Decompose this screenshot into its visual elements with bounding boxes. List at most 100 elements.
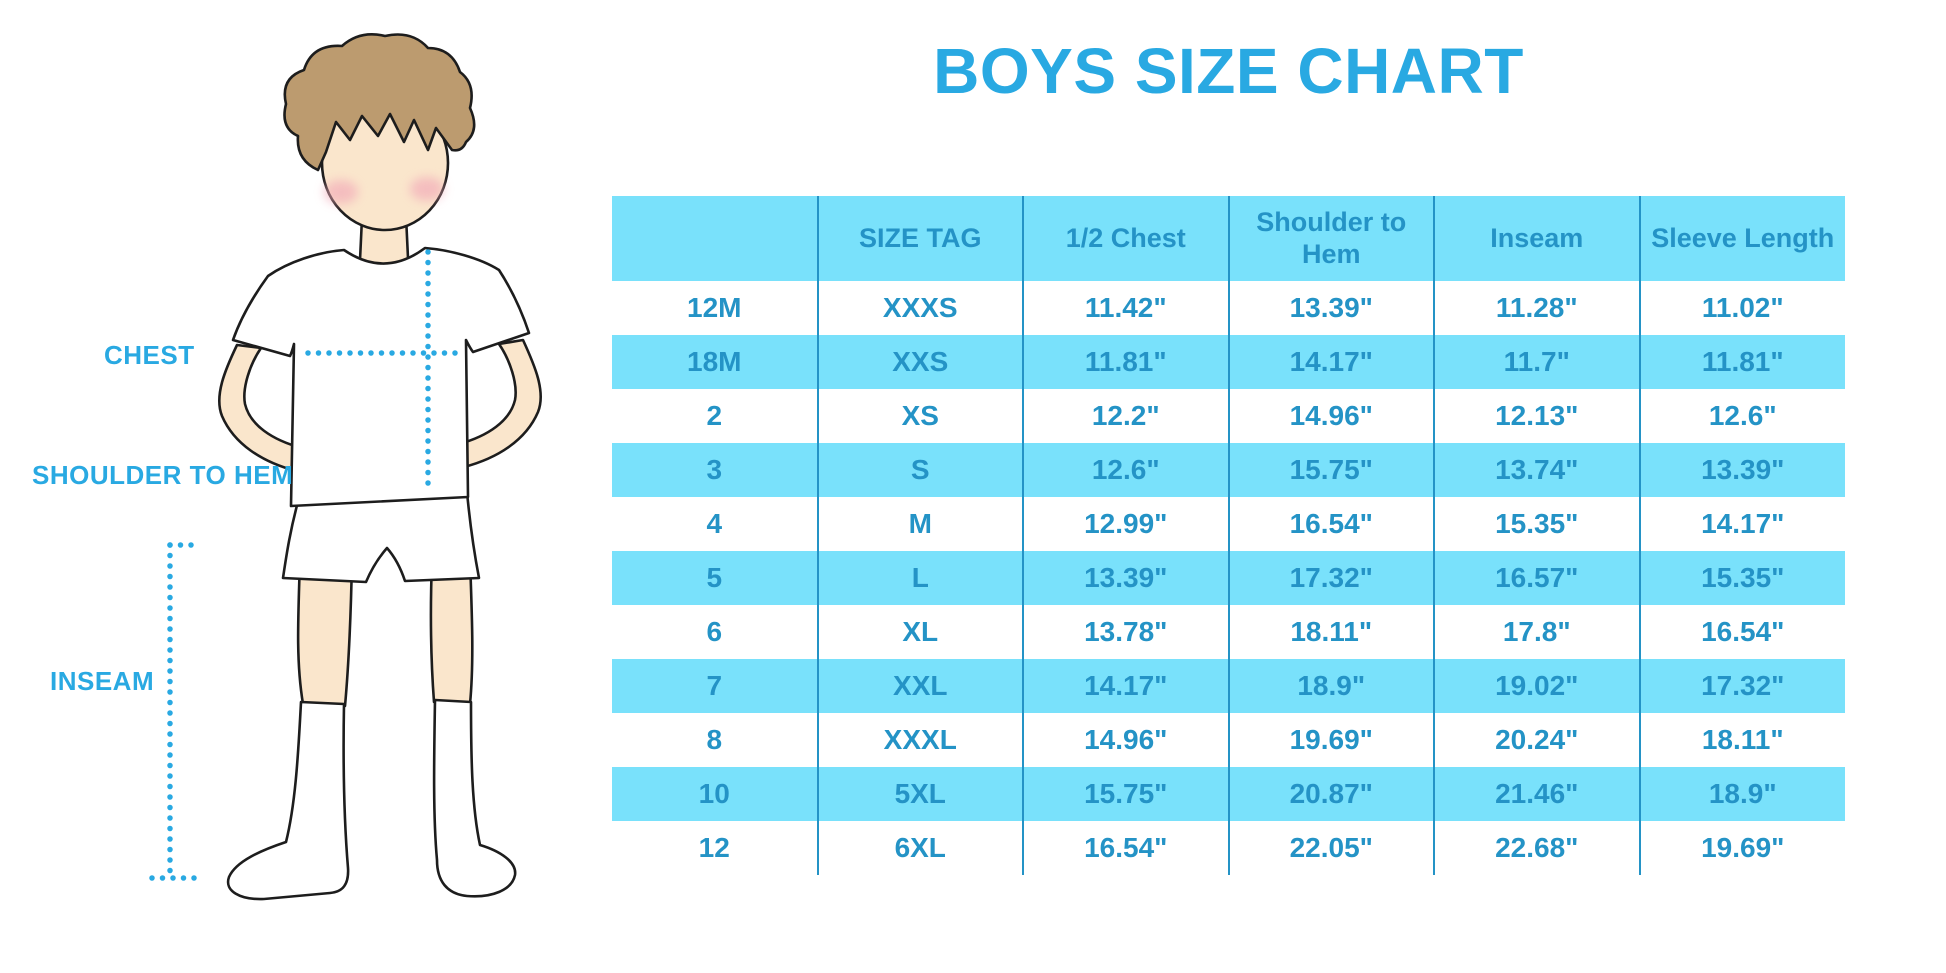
measurement-cell: 15.75" [1227, 443, 1434, 497]
size-cell: 12 [698, 832, 730, 863]
measurement-cell: 21.46" [1433, 767, 1640, 821]
column-header: Shoulder to Hem [1227, 196, 1434, 281]
measurement-cell: 13.39" [1227, 281, 1434, 335]
size-row: 8 XXXL 14.96" 19.69" 20.24" 18.11" [612, 713, 1845, 767]
size-cell: 10 [612, 767, 818, 821]
size-tag-cell: XXL [816, 659, 1023, 713]
size-cell: 6 [706, 616, 723, 647]
left-arm-shape [217, 343, 304, 473]
tshirt-shape [231, 246, 531, 508]
right-cheek-blush [410, 177, 444, 201]
measurement-cell: 19.02" [1433, 659, 1640, 713]
size-row: 7 XXL 14.17" 18.9" 19.02" 17.32" [612, 659, 1845, 713]
measurement-cell: 13.78" [1022, 605, 1229, 659]
measurement-cell: 11.7" [1433, 335, 1640, 389]
measurement-cell: 18.11" [1638, 713, 1845, 767]
measurement-cell: 14.17" [1022, 659, 1229, 713]
measurement-cell: 11.42" [1022, 281, 1229, 335]
measurement-cell: 14.96" [1022, 713, 1229, 767]
table-header: SIZE TAG 1/2 Chest Shoulder to Hem Inseam Sl… [612, 196, 1845, 281]
measurement-cell: 13.39" [1022, 551, 1229, 605]
table-body: 12M XXXS 11.42" 13.39" 11.28" 11.02" 18M XXS 11.… [612, 281, 1845, 875]
size-row: 18M XXS 11.81" 14.17" 11.7" 11.81" [612, 335, 1845, 389]
measurement-cell: 16.54" [1638, 605, 1845, 659]
measurement-cell: 16.54" [1022, 821, 1229, 875]
column-header: 1/2 Chest [1022, 196, 1229, 281]
measurement-cell: 11.28" [1433, 281, 1640, 335]
size-row: 6 XL 13.78" 18.11" 17.8" 16.54" [612, 605, 1845, 659]
measurement-cell: 13.39" [1638, 443, 1845, 497]
size-tag-cell: XXS [816, 335, 1023, 389]
measurement-cell: 16.57" [1433, 551, 1640, 605]
header-row: SIZE TAG 1/2 Chest Shoulder to Hem Inseam Sl… [612, 196, 1845, 281]
size-tag-cell: XXXS [816, 281, 1023, 335]
size-cell: 4 [706, 508, 723, 539]
right-arm-shape [457, 338, 543, 469]
size-row: 3 S 12.6" 15.75" 13.74" 13.39" [612, 443, 1845, 497]
measurement-cell: 13.74" [1433, 443, 1640, 497]
left-cheek-blush [324, 180, 358, 204]
shorts-shape [281, 490, 481, 584]
measurement-cell: 18.9" [1638, 767, 1845, 821]
measurement-cell: 17.32" [1227, 551, 1434, 605]
measurement-cell: 20.24" [1433, 713, 1640, 767]
measurement-cell: 14.17" [1638, 497, 1845, 551]
measurement-cell: 11.02" [1638, 281, 1845, 335]
measurement-cell: 22.68" [1433, 821, 1640, 875]
size-cell: 18M [612, 335, 818, 389]
column-header: SIZE TAG [816, 196, 1023, 281]
size-cell: 3 [612, 443, 818, 497]
size-tag-cell: XL [816, 605, 1023, 659]
right-leg-shape [429, 558, 474, 706]
size-row: 4 M 12.99" 16.54" 15.35" 14.17" [612, 497, 1845, 551]
size-tag-cell: 6XL [816, 821, 1023, 875]
size-cell: 7 [612, 659, 818, 713]
measurement-cell: 15.35" [1433, 497, 1640, 551]
chest-label: CHEST [104, 340, 195, 370]
measurement-cell: 15.75" [1022, 767, 1229, 821]
measurement-cell: 17.32" [1638, 659, 1845, 713]
measurement-cell: 17.8" [1433, 605, 1640, 659]
measurement-cell: 12.99" [1022, 497, 1229, 551]
column-header: Sleeve Length [1638, 196, 1845, 281]
size-cell: 8 [706, 724, 723, 755]
column-header-empty [612, 196, 818, 281]
size-cell: 5 [612, 551, 818, 605]
measurement-cell: 16.54" [1227, 497, 1434, 551]
measurement-cell: 18.11" [1227, 605, 1434, 659]
left-sock-shape [226, 700, 350, 901]
measurement-figure: CHEST SHOULDER TO HEM INSEAM [0, 0, 580, 973]
size-cell: 2 [706, 400, 723, 431]
measurement-cell: 15.35" [1638, 551, 1845, 605]
measurement-cell: 12.2" [1022, 389, 1229, 443]
measurement-cell: 19.69" [1638, 821, 1845, 875]
size-tag-cell: XXXL [816, 713, 1023, 767]
size-tag-cell: M [816, 497, 1023, 551]
size-row: 2 XS 12.2" 14.96" 12.13" 12.6" [612, 389, 1845, 443]
size-tag-cell: S [816, 443, 1023, 497]
measurement-cell: 12.6" [1022, 443, 1229, 497]
size-row: 10 5XL 15.75" 20.87" 21.46" 18.9" [612, 767, 1845, 821]
size-row: 5 L 13.39" 17.32" 16.57" 15.35" [612, 551, 1845, 605]
measurement-cell: 12.13" [1433, 389, 1640, 443]
boy-illustration [149, 33, 543, 901]
inseam-label: INSEAM [50, 666, 155, 696]
size-tag-cell: 5XL [816, 767, 1023, 821]
measurement-cell: 19.69" [1227, 713, 1434, 767]
hair-shape [283, 33, 476, 172]
measurement-cell: 20.87" [1227, 767, 1434, 821]
measurement-cell: 22.05" [1227, 821, 1434, 875]
size-chart-table: SIZE TAG 1/2 Chest Shoulder to Hem Inseam Sl… [612, 196, 1845, 875]
right-sock-shape [432, 698, 517, 898]
shoulder-to-hem-label: SHOULDER TO HEM [32, 460, 294, 490]
size-row: 12M XXXS 11.42" 13.39" 11.28" 11.02" [612, 281, 1845, 335]
measurement-cell: 12.6" [1638, 389, 1845, 443]
size-tag-cell: XS [816, 389, 1023, 443]
measurement-cell: 14.17" [1227, 335, 1434, 389]
measurement-cell: 11.81" [1022, 335, 1229, 389]
measurement-cell: 11.81" [1638, 335, 1845, 389]
measurement-cell: 18.9" [1227, 659, 1434, 713]
size-cell: 12M [687, 292, 742, 323]
size-row: 12 6XL 16.54" 22.05" 22.68" 19.69" [612, 821, 1845, 875]
